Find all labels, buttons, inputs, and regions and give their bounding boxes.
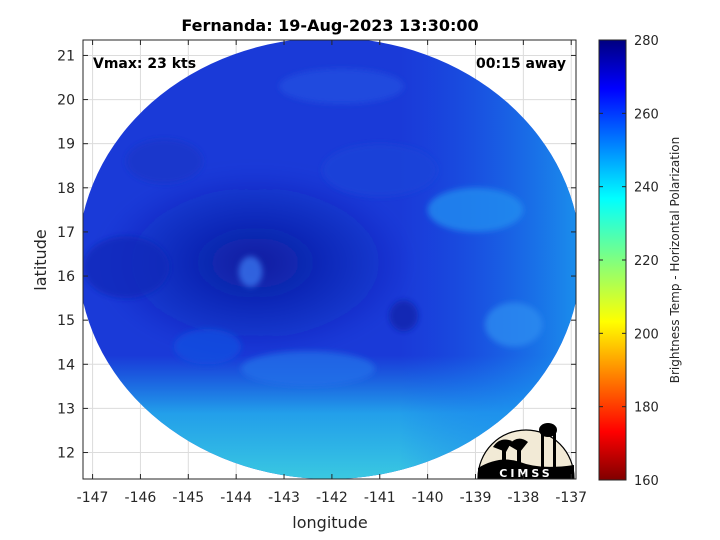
x-tick-label: -141: [364, 490, 396, 506]
y-tick-label: 13: [57, 401, 75, 417]
colorbar-tick-label: 160: [634, 474, 659, 489]
swath-texture-patch: [427, 187, 524, 232]
swath-texture-patch: [389, 300, 419, 332]
swath-texture-patch: [279, 68, 404, 104]
y-tick-label: 16: [57, 269, 75, 285]
y-tick-label: 21: [57, 48, 75, 64]
x-tick-label: -139: [460, 490, 492, 506]
swath-texture-patch: [322, 143, 438, 197]
time-away-annotation: 00:15 away: [476, 56, 566, 72]
x-tick-label: -146: [125, 490, 157, 506]
colorbar-label: Brightness Temp - Horizontal Polarizatio…: [668, 137, 682, 384]
y-tick-label: 19: [57, 137, 75, 153]
swath-texture: [83, 68, 543, 387]
colorbar-tick-label: 280: [634, 34, 659, 49]
colorbar-tick-label: 260: [634, 107, 659, 122]
swath-texture-patch: [173, 328, 241, 365]
x-tick-label: -138: [507, 490, 539, 506]
y-tick-label: 15: [57, 313, 75, 329]
x-tick-label: -143: [268, 490, 300, 506]
y-tick-label: 12: [57, 446, 75, 462]
plot-frame: [82, 39, 577, 480]
x-tick-label: -144: [220, 490, 252, 506]
y-tick-label: 20: [57, 93, 75, 109]
colorbar-tick-label: 200: [634, 327, 659, 342]
colorbar-tick-label: 240: [634, 181, 659, 196]
y-axis: 12 13 14 15 16 17 18 19 20 21: [57, 48, 576, 462]
x-axis-label: longitude: [292, 513, 367, 532]
y-axis-label: latitude: [31, 229, 50, 290]
x-tick-label: -142: [316, 490, 348, 506]
swath-texture-patch: [485, 302, 543, 347]
swath-texture-patch: [126, 139, 203, 184]
vmax-annotation: Vmax: 23 kts: [93, 56, 196, 72]
x-tick-label: -145: [172, 490, 204, 506]
x-axis: -147 -146 -145 -144 -143 -142 -141 -140 -139 -138…: [77, 40, 587, 506]
x-tick-label: -147: [77, 490, 109, 506]
y-tick-label: 17: [57, 225, 75, 241]
colorbar-tick-label: 180: [634, 401, 659, 416]
brightness-temp-swath: [83, 40, 576, 479]
swath-texture-patch: [240, 351, 375, 387]
colorbar-scale: [598, 39, 627, 481]
colorbar: 160 180 200 220 240 260 280 Brightness Temp - …: [598, 34, 682, 489]
cimss-logo: CIMSS: [477, 423, 575, 480]
x-tick-label: -140: [412, 490, 444, 506]
swath-texture-patch: [238, 256, 263, 288]
chart-title: Fernanda: 19-Aug-2023 13:30:00: [181, 16, 478, 35]
swath-texture-patch: [83, 236, 170, 299]
colorbar-tick-label: 220: [634, 254, 659, 269]
y-tick-label: 14: [57, 357, 75, 373]
cimss-logo-text: CIMSS: [499, 467, 552, 480]
x-tick-label: -137: [555, 490, 587, 506]
y-tick-label: 18: [57, 181, 75, 197]
